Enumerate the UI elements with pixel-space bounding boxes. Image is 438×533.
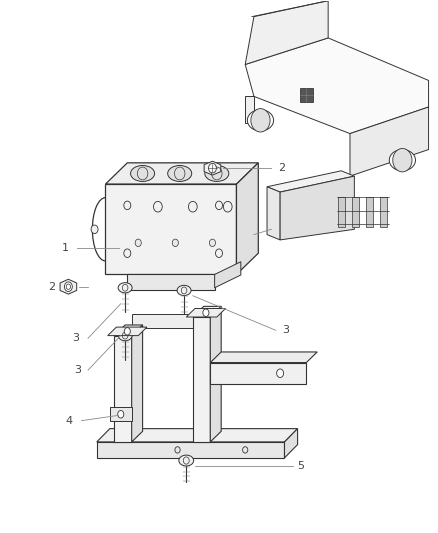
Ellipse shape (389, 150, 416, 171)
Circle shape (172, 239, 178, 247)
Circle shape (208, 164, 216, 173)
Ellipse shape (131, 165, 155, 181)
Ellipse shape (177, 285, 191, 295)
Polygon shape (97, 429, 297, 442)
Ellipse shape (118, 282, 132, 293)
Text: 2: 2 (48, 282, 55, 292)
Polygon shape (106, 163, 258, 184)
Polygon shape (204, 161, 221, 175)
Polygon shape (110, 407, 132, 421)
Polygon shape (215, 262, 241, 288)
Polygon shape (245, 38, 428, 134)
Text: 3: 3 (74, 365, 81, 375)
Bar (338, 197, 345, 227)
Text: 1: 1 (240, 230, 247, 240)
Circle shape (203, 309, 209, 317)
Text: 3: 3 (72, 333, 79, 343)
Polygon shape (193, 317, 210, 442)
Polygon shape (114, 336, 132, 442)
Ellipse shape (118, 330, 132, 341)
Circle shape (209, 239, 215, 247)
Polygon shape (300, 88, 313, 102)
Polygon shape (237, 163, 258, 274)
Text: 4: 4 (66, 416, 73, 426)
Ellipse shape (205, 165, 229, 181)
Polygon shape (245, 1, 328, 64)
Polygon shape (132, 314, 193, 328)
Polygon shape (60, 279, 77, 294)
Polygon shape (97, 442, 285, 458)
Text: 5: 5 (297, 461, 304, 471)
Circle shape (91, 225, 98, 233)
Polygon shape (210, 362, 306, 384)
Polygon shape (267, 187, 280, 240)
Polygon shape (186, 309, 226, 317)
Circle shape (118, 410, 124, 418)
Polygon shape (127, 274, 215, 290)
Bar (380, 197, 387, 227)
Text: 3: 3 (283, 325, 290, 335)
Circle shape (64, 282, 72, 292)
Polygon shape (108, 327, 147, 336)
Ellipse shape (179, 455, 194, 466)
Polygon shape (245, 96, 254, 123)
Bar (352, 197, 359, 227)
Text: 1: 1 (61, 243, 68, 253)
Ellipse shape (247, 110, 274, 131)
Circle shape (251, 109, 270, 132)
Polygon shape (280, 176, 354, 240)
Polygon shape (267, 171, 354, 192)
Polygon shape (210, 306, 221, 442)
Circle shape (393, 149, 412, 172)
Text: 2: 2 (278, 163, 285, 173)
Ellipse shape (168, 165, 192, 181)
Circle shape (135, 239, 141, 247)
Polygon shape (350, 107, 428, 176)
Polygon shape (106, 184, 237, 274)
Polygon shape (114, 325, 143, 336)
Polygon shape (210, 352, 317, 362)
Circle shape (277, 369, 284, 377)
Bar (366, 197, 373, 227)
Polygon shape (285, 429, 297, 458)
Polygon shape (132, 325, 143, 442)
Circle shape (124, 328, 131, 335)
Polygon shape (193, 306, 221, 317)
